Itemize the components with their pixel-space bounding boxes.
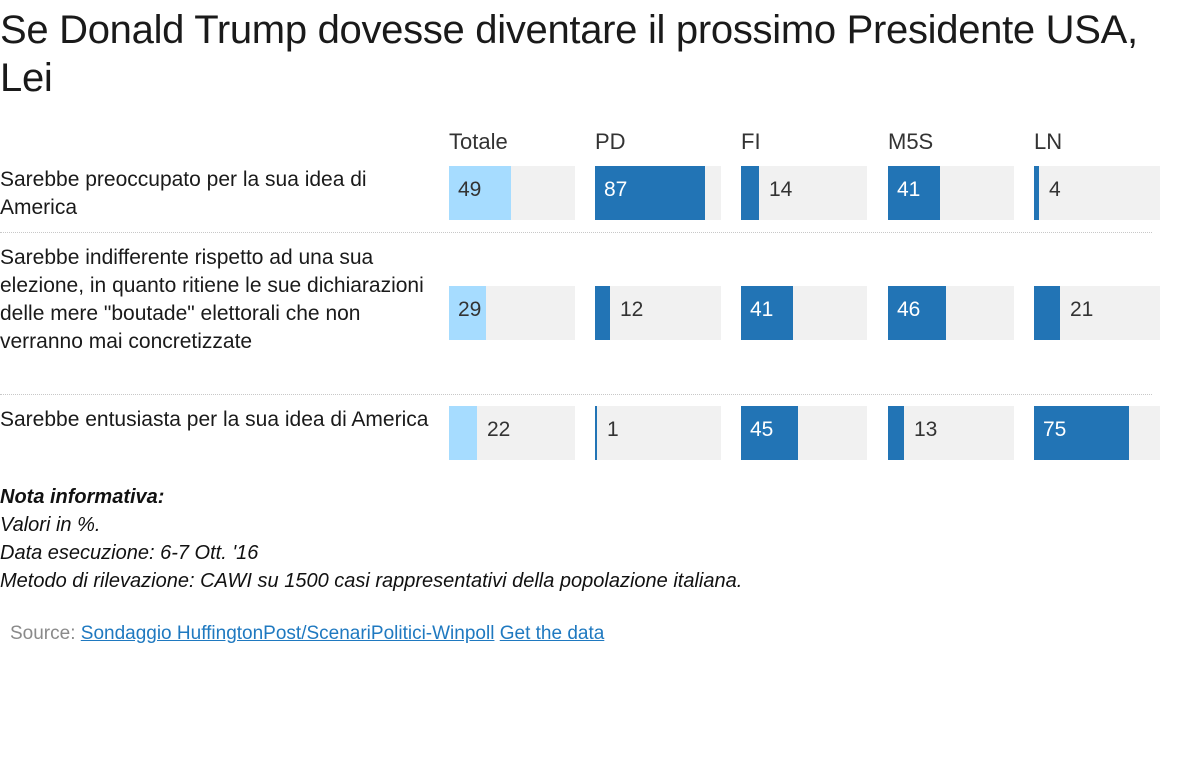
bar-cell-fi-row-2: 41 — [741, 286, 867, 340]
bar-fi-row-1 — [741, 166, 759, 220]
bar-cell-totale-row-1: 49 — [449, 166, 575, 220]
column-header-m5s: M5S — [888, 129, 934, 154]
data-label-ln-row-1: 4 — [1049, 178, 1061, 201]
notes-line-date: Data esecuzione: 6-7 Ott. '16 — [0, 542, 259, 564]
bar-fi-row-2 — [741, 286, 793, 340]
data-label-fi-row-2: 41 — [750, 298, 774, 321]
bar-cell-totale-row-2: 29 — [449, 286, 575, 340]
data-label-m5s-row-3: 13 — [914, 418, 938, 441]
bar-pd-row-1 — [595, 166, 705, 220]
data-label-totale-row-1: 49 — [458, 178, 482, 201]
column-header-ln: LN — [1034, 129, 1063, 154]
bar-m5s-row-3 — [888, 406, 904, 460]
bar-pd-row-2 — [595, 286, 610, 340]
source-link[interactable]: Sondaggio HuffingtonPost/ScenariPolitici… — [80, 623, 495, 644]
bar-cell-pd-row-2: 12 — [595, 286, 721, 340]
data-label-ln-row-3: 75 — [1043, 418, 1067, 441]
data-label-pd-row-1: 87 — [604, 178, 628, 201]
source-line: Source: Sondaggio HuffingtonPost/Scenari… — [10, 621, 604, 647]
notes-heading: Nota informativa: — [0, 486, 165, 508]
bar-cell-fi-row-3: 45 — [741, 406, 867, 460]
bar-cell-m5s-row-2: 46 — [888, 286, 1014, 340]
bar-cell-ln-row-3: 75 — [1034, 406, 1160, 460]
column-header-fi: FI — [741, 129, 761, 154]
row-divider-1 — [0, 232, 1152, 233]
bar-cell-totale-row-3: 22 — [449, 406, 575, 460]
source-label: Source: — [10, 623, 76, 644]
bar-cell-m5s-row-1: 41 — [888, 166, 1014, 220]
row-label-3: Sarebbe entusiasta per la sua idea di Am… — [0, 408, 429, 431]
bar-totale-row-3 — [449, 406, 477, 460]
notes-line-units: Valori in %. — [0, 514, 101, 536]
bar-ln-row-3 — [1034, 406, 1129, 460]
bar-fi-row-3 — [741, 406, 798, 460]
chart-title: Se Donald Trump dovesse diventare il pro… — [0, 8, 1138, 100]
data-label-pd-row-3: 1 — [607, 418, 619, 441]
bar-cell-ln-row-2: 21 — [1034, 286, 1160, 340]
notes-line-method: Metodo di rilevazione: CAWI su 1500 casi… — [0, 570, 743, 592]
bar-cell-pd-row-1: 87 — [595, 166, 721, 220]
data-label-totale-row-2: 29 — [458, 298, 482, 321]
data-label-fi-row-1: 14 — [769, 178, 793, 201]
bar-ln-row-2 — [1034, 286, 1060, 340]
bar-m5s-row-1 — [888, 166, 940, 220]
bar-cell-fi-row-1: 14 — [741, 166, 867, 220]
data-label-pd-row-2: 12 — [620, 298, 644, 321]
bar-cell-ln-row-1: 4 — [1034, 166, 1160, 220]
data-label-fi-row-3: 45 — [750, 418, 774, 441]
bar-pd-row-3 — [595, 406, 597, 460]
row-label-2: Sarebbe indifferente rispetto ad una sua… — [0, 246, 424, 353]
bar-ln-row-1 — [1034, 166, 1039, 220]
bar-totale-row-1 — [449, 166, 511, 220]
column-header-pd: PD — [595, 129, 626, 154]
data-label-totale-row-3: 22 — [487, 418, 511, 441]
column-header-totale: Totale — [449, 129, 508, 154]
get-the-data-link[interactable]: Get the data — [499, 623, 605, 644]
data-label-m5s-row-2: 46 — [897, 298, 921, 321]
data-label-m5s-row-1: 41 — [897, 178, 921, 201]
data-label-ln-row-2: 21 — [1070, 298, 1094, 321]
bar-m5s-row-2 — [888, 286, 946, 340]
row-label-1: Sarebbe preoccupato per la sua idea di A… — [0, 168, 367, 219]
bar-cell-m5s-row-3: 13 — [888, 406, 1014, 460]
bar-cell-pd-row-3: 1 — [595, 406, 721, 460]
bar-totale-row-2 — [449, 286, 486, 340]
row-divider-2 — [0, 394, 1152, 395]
notes-block: Nota informativa: Valori in %. Data esec… — [0, 483, 1150, 595]
